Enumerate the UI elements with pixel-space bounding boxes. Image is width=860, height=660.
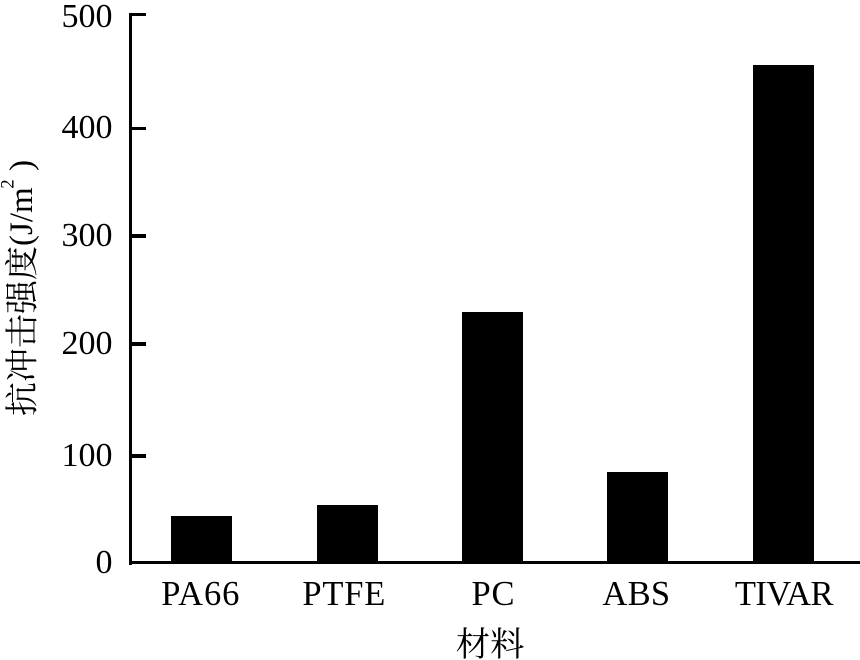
svg-text:): ): [4, 160, 40, 171]
svg-text:2: 2: [0, 179, 19, 188]
svg-text:(J/m: (J/m: [4, 187, 40, 246]
